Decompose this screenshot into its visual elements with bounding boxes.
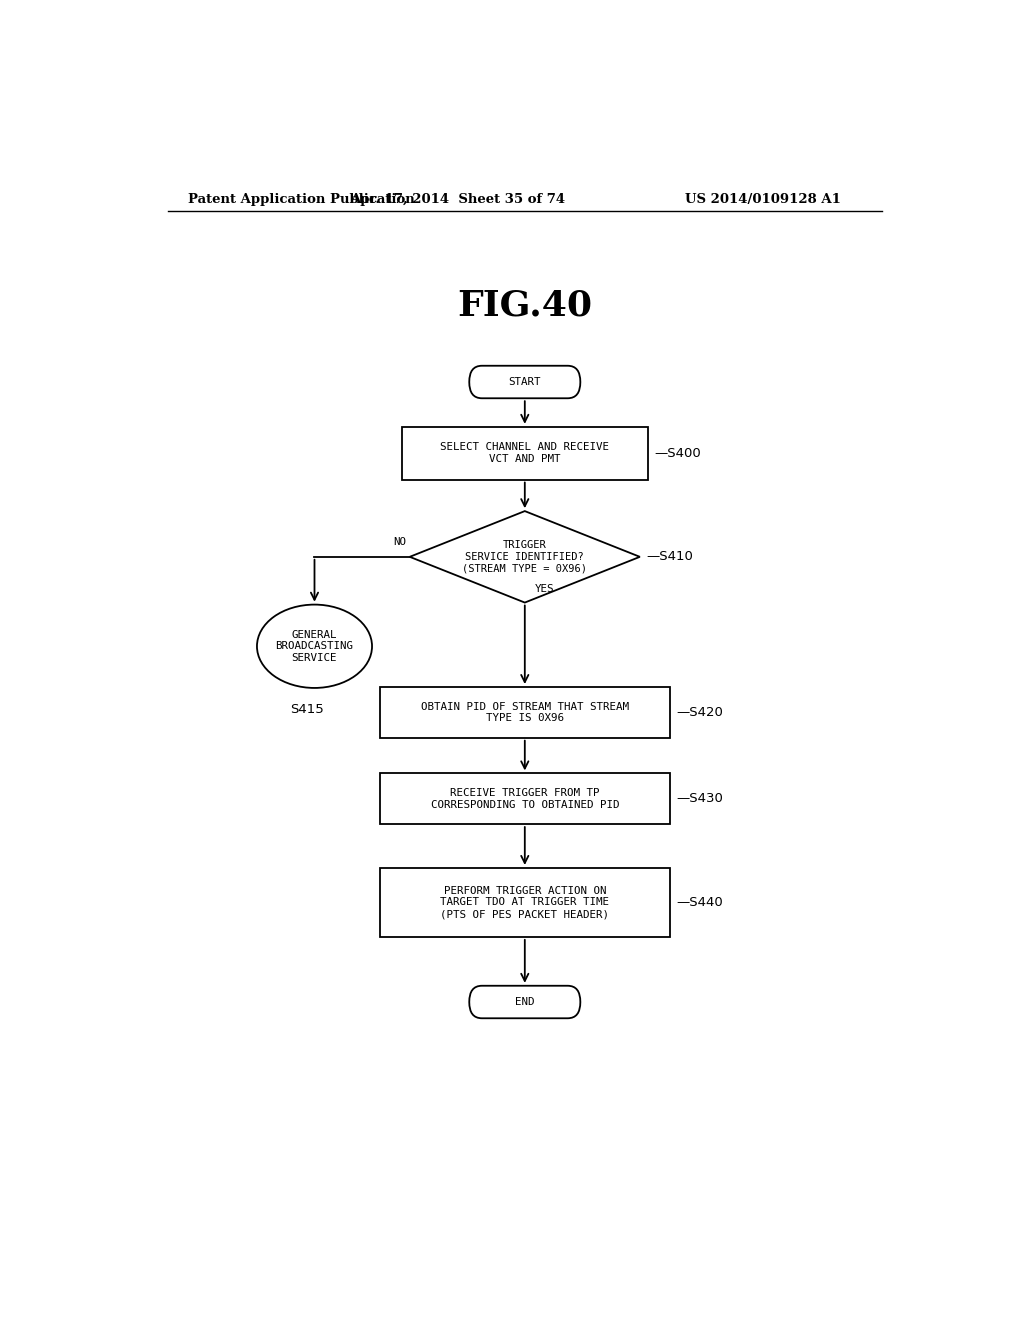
Text: NO: NO xyxy=(393,537,406,546)
Text: END: END xyxy=(515,997,535,1007)
Text: PERFORM TRIGGER ACTION ON
TARGET TDO AT TRIGGER TIME
(PTS OF PES PACKET HEADER): PERFORM TRIGGER ACTION ON TARGET TDO AT … xyxy=(440,886,609,919)
FancyBboxPatch shape xyxy=(380,686,670,738)
FancyBboxPatch shape xyxy=(401,426,648,479)
Text: —S420: —S420 xyxy=(676,706,723,719)
Text: YES: YES xyxy=(535,585,554,594)
Text: SELECT CHANNEL AND RECEIVE
VCT AND PMT: SELECT CHANNEL AND RECEIVE VCT AND PMT xyxy=(440,442,609,463)
Text: TRIGGER
SERVICE IDENTIFIED?
(STREAM TYPE = 0X96): TRIGGER SERVICE IDENTIFIED? (STREAM TYPE… xyxy=(462,540,588,573)
FancyBboxPatch shape xyxy=(469,986,581,1018)
Ellipse shape xyxy=(257,605,372,688)
Polygon shape xyxy=(410,511,640,602)
Text: S415: S415 xyxy=(290,704,324,717)
FancyBboxPatch shape xyxy=(469,366,581,399)
Text: Apr. 17, 2014  Sheet 35 of 74: Apr. 17, 2014 Sheet 35 of 74 xyxy=(350,193,565,206)
Text: —S430: —S430 xyxy=(676,792,723,805)
Text: —S410: —S410 xyxy=(646,550,693,564)
Text: START: START xyxy=(509,378,541,387)
FancyBboxPatch shape xyxy=(380,774,670,824)
Text: Patent Application Publication: Patent Application Publication xyxy=(187,193,415,206)
Text: FIG.40: FIG.40 xyxy=(458,289,592,323)
FancyBboxPatch shape xyxy=(380,867,670,937)
Text: GENERAL
BROADCASTING
SERVICE: GENERAL BROADCASTING SERVICE xyxy=(275,630,353,663)
Text: RECEIVE TRIGGER FROM TP
CORRESPONDING TO OBTAINED PID: RECEIVE TRIGGER FROM TP CORRESPONDING TO… xyxy=(430,788,620,809)
Text: —S400: —S400 xyxy=(654,446,700,459)
Text: OBTAIN PID OF STREAM THAT STREAM
TYPE IS 0X96: OBTAIN PID OF STREAM THAT STREAM TYPE IS… xyxy=(421,701,629,723)
Text: —S440: —S440 xyxy=(676,896,723,909)
Text: US 2014/0109128 A1: US 2014/0109128 A1 xyxy=(685,193,841,206)
